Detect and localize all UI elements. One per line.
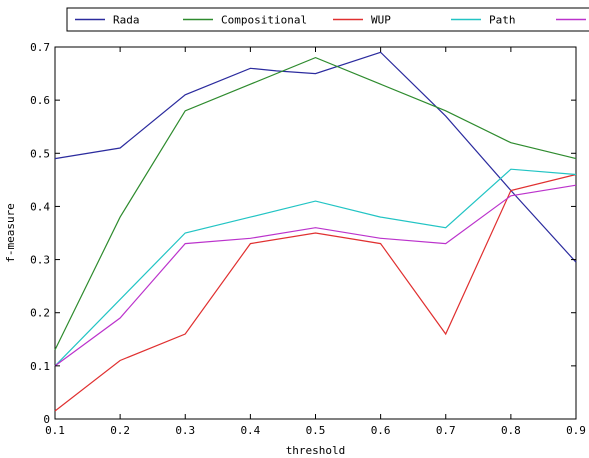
x-tick-label: 0.4	[240, 424, 260, 437]
y-tick-label: 0.6	[30, 94, 50, 107]
series-layer	[54, 51, 577, 412]
x-tick-label: 0.9	[566, 424, 586, 437]
series-line-lch	[54, 184, 577, 367]
y-axis-label: f-measure	[4, 203, 17, 263]
legend-label: Rada	[113, 14, 140, 27]
x-tick-label: 0.2	[110, 424, 130, 437]
legend-item-wup: WUP	[333, 14, 391, 27]
y-tick-label: 0	[43, 413, 50, 426]
legend-label: Compositional	[221, 14, 307, 27]
legend-box	[66, 7, 589, 32]
series-line-wup	[54, 173, 577, 412]
x-tick-label: 0.6	[371, 424, 391, 437]
y-tick-label: 0.4	[30, 200, 50, 213]
legend: Rada Compositional WUP Path LCH	[66, 7, 589, 32]
y-tick-label: 0.3	[30, 254, 50, 267]
legend-item-rada: Rada	[75, 14, 140, 27]
y-tick-label: 0.7	[30, 41, 50, 54]
x-tick-label: 0.7	[436, 424, 456, 437]
x-tick-label: 0.8	[501, 424, 521, 437]
legend-item-path: Path	[451, 14, 516, 27]
legend-item-compositional: Compositional	[183, 14, 307, 27]
legend-label: WUP	[371, 14, 391, 27]
x-axis: 0.1 0.2 0.3 0.4 0.5 0.6 0.7 0.8 0.9	[45, 47, 586, 437]
y-tick-label: 0.1	[30, 360, 50, 373]
x-tick-label: 0.1	[45, 424, 65, 437]
y-axis: 0 0.1 0.2 0.3 0.4 0.5 0.6 0.7	[30, 41, 576, 426]
y-tick-label: 0.2	[30, 307, 50, 320]
legend-label: Path	[489, 14, 516, 27]
x-tick-label: 0.5	[306, 424, 326, 437]
y-tick-label: 0.5	[30, 147, 50, 160]
series-line-compositional	[54, 56, 577, 351]
series-line-path	[54, 168, 577, 367]
series-line-rada	[54, 51, 577, 263]
legend-item-lch: LCH	[556, 18, 586, 21]
x-axis-label: threshold	[286, 444, 346, 457]
x-tick-label: 0.3	[175, 424, 195, 437]
